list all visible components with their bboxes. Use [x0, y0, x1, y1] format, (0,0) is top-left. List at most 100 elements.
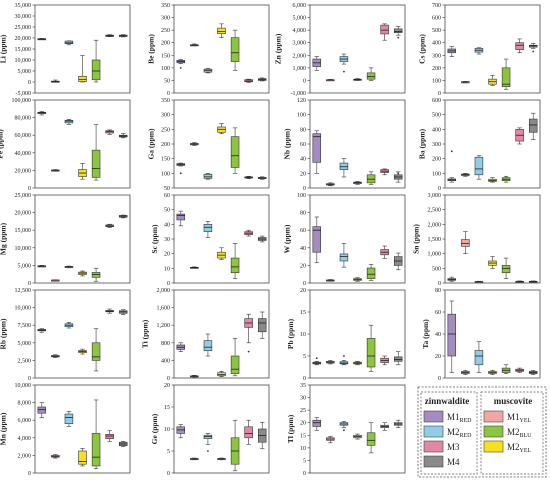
y-axis-label: Be (ppm): [147, 34, 156, 64]
panel-pb: 0 5 10 15 20 Pb (ppm): [286, 288, 406, 382]
box-iqr: [230, 355, 240, 374]
box-m2-blu: [366, 67, 376, 81]
y-tick-label: 50: [164, 208, 170, 214]
box-m1-yel: [326, 79, 335, 82]
y-axis-label: Nb (ppm): [283, 128, 292, 160]
panel-nb: 0 20 40 60 80 100 120 Nb (ppm): [283, 98, 406, 192]
y-tick-label: 0: [28, 376, 31, 382]
box-m3: [105, 129, 114, 135]
y-tick-label: 80,000: [15, 116, 32, 122]
box-m4: [118, 441, 128, 447]
y-axis-label: Pb (ppm): [286, 318, 295, 349]
y-tick-label: 5,000: [18, 263, 32, 269]
outlier-point: [397, 36, 400, 39]
y-tick-label: 20: [164, 383, 170, 389]
box-m1-red: [37, 111, 47, 116]
y-tick-label: 0: [167, 376, 170, 382]
box-iqr: [366, 432, 376, 446]
y-tick-label: 150: [161, 53, 170, 59]
box-m2-blu: [230, 338, 240, 377]
box-m4: [257, 77, 267, 82]
box-m1-yel: [190, 43, 199, 47]
y-tick-label: 60,000: [15, 133, 32, 139]
box-m1-yel: [461, 231, 470, 254]
box-m4: [257, 311, 267, 339]
box-m2-blu: [366, 264, 376, 281]
legend-label: M2RED: [447, 427, 472, 439]
box-m1-red: [37, 402, 47, 418]
box-m4: [393, 351, 403, 366]
outlier-point: [343, 429, 345, 432]
box-m2-red: [339, 158, 349, 178]
legend-swatch: [423, 425, 444, 438]
box-iqr: [366, 72, 376, 80]
y-tick-label: 10,000: [15, 383, 32, 389]
y-tick-label: 0: [28, 471, 31, 477]
plot-frame: [444, 194, 541, 284]
box-m4: [528, 369, 538, 376]
box-m1-red: [312, 56, 322, 71]
box-m2-red: [64, 119, 74, 125]
box-m1-yel: [326, 182, 335, 187]
box-m2-red: [64, 322, 74, 329]
box-m2-yel: [217, 371, 226, 377]
box-m4: [257, 235, 267, 243]
y-tick-label: 500: [432, 113, 441, 119]
y-tick-label: 100: [161, 66, 170, 72]
y-tick-label: 0: [303, 471, 306, 477]
y-tick-label: 0: [167, 281, 170, 287]
plot-frame: [309, 384, 406, 474]
box-iqr: [78, 75, 87, 82]
box-m2-yel: [78, 448, 87, 467]
y-axis-label: Ba (ppm): [418, 128, 427, 159]
y-tick-label: 200: [161, 41, 170, 47]
box-m1-red: [312, 417, 322, 431]
legend-label: M3: [447, 442, 460, 452]
y-tick-label: 300: [161, 113, 170, 119]
y-tick-label: 10,000: [15, 246, 32, 252]
y-tick-label: 5,000: [293, 16, 307, 22]
y-tick-label: 500: [432, 266, 441, 272]
outlier-point: [247, 350, 250, 353]
box-m4: [528, 280, 538, 283]
box-iqr: [91, 342, 101, 361]
box-m1-red: [176, 424, 186, 439]
box-m1-red: [37, 328, 47, 333]
y-axis-label: Mg (ppm): [0, 222, 7, 255]
box-m2-red: [64, 265, 74, 269]
plot-frame: [309, 99, 406, 189]
panel-sn: 0 500 1,000 1,500 2,000 2,500 3,000 Sn (ppm): [412, 193, 541, 287]
box-iqr: [366, 338, 376, 368]
y-tick-label: 300: [432, 53, 441, 59]
legend-swatch: [483, 410, 504, 423]
outlier-point: [343, 355, 345, 357]
box-m2-yel: [217, 457, 226, 461]
box-iqr: [447, 313, 457, 357]
box-m2-blu: [91, 267, 101, 282]
y-tick-label: 100: [161, 171, 170, 177]
legend-label: M4: [447, 457, 460, 467]
y-tick-label: 100: [432, 171, 441, 177]
y-tick-label: 6,000: [293, 3, 307, 9]
y-tick-label: 30,000: [15, 14, 32, 20]
box-m2-blu: [230, 127, 240, 174]
y-tick-label: 5: [167, 449, 170, 455]
box-iqr: [203, 224, 213, 232]
box-m1-red: [176, 59, 186, 69]
y-tick-label: 2,000: [293, 53, 307, 59]
plot-frame: [444, 99, 541, 189]
box-m1-yel: [461, 81, 470, 84]
box-m2-blu: [501, 364, 511, 374]
box-iqr: [501, 67, 511, 88]
box-iqr: [257, 318, 267, 333]
box-m1-yel: [326, 279, 335, 282]
box-m2-blu: [366, 324, 376, 372]
y-axis-label: Zn (ppm): [273, 33, 282, 64]
plot-frame: [173, 4, 270, 94]
box-m2-red: [339, 243, 349, 268]
box-m2-yel: [78, 270, 87, 277]
box-m3: [244, 313, 253, 353]
box-m4: [393, 171, 403, 183]
box-m1-red: [312, 130, 322, 174]
plot-frame: [173, 194, 270, 284]
